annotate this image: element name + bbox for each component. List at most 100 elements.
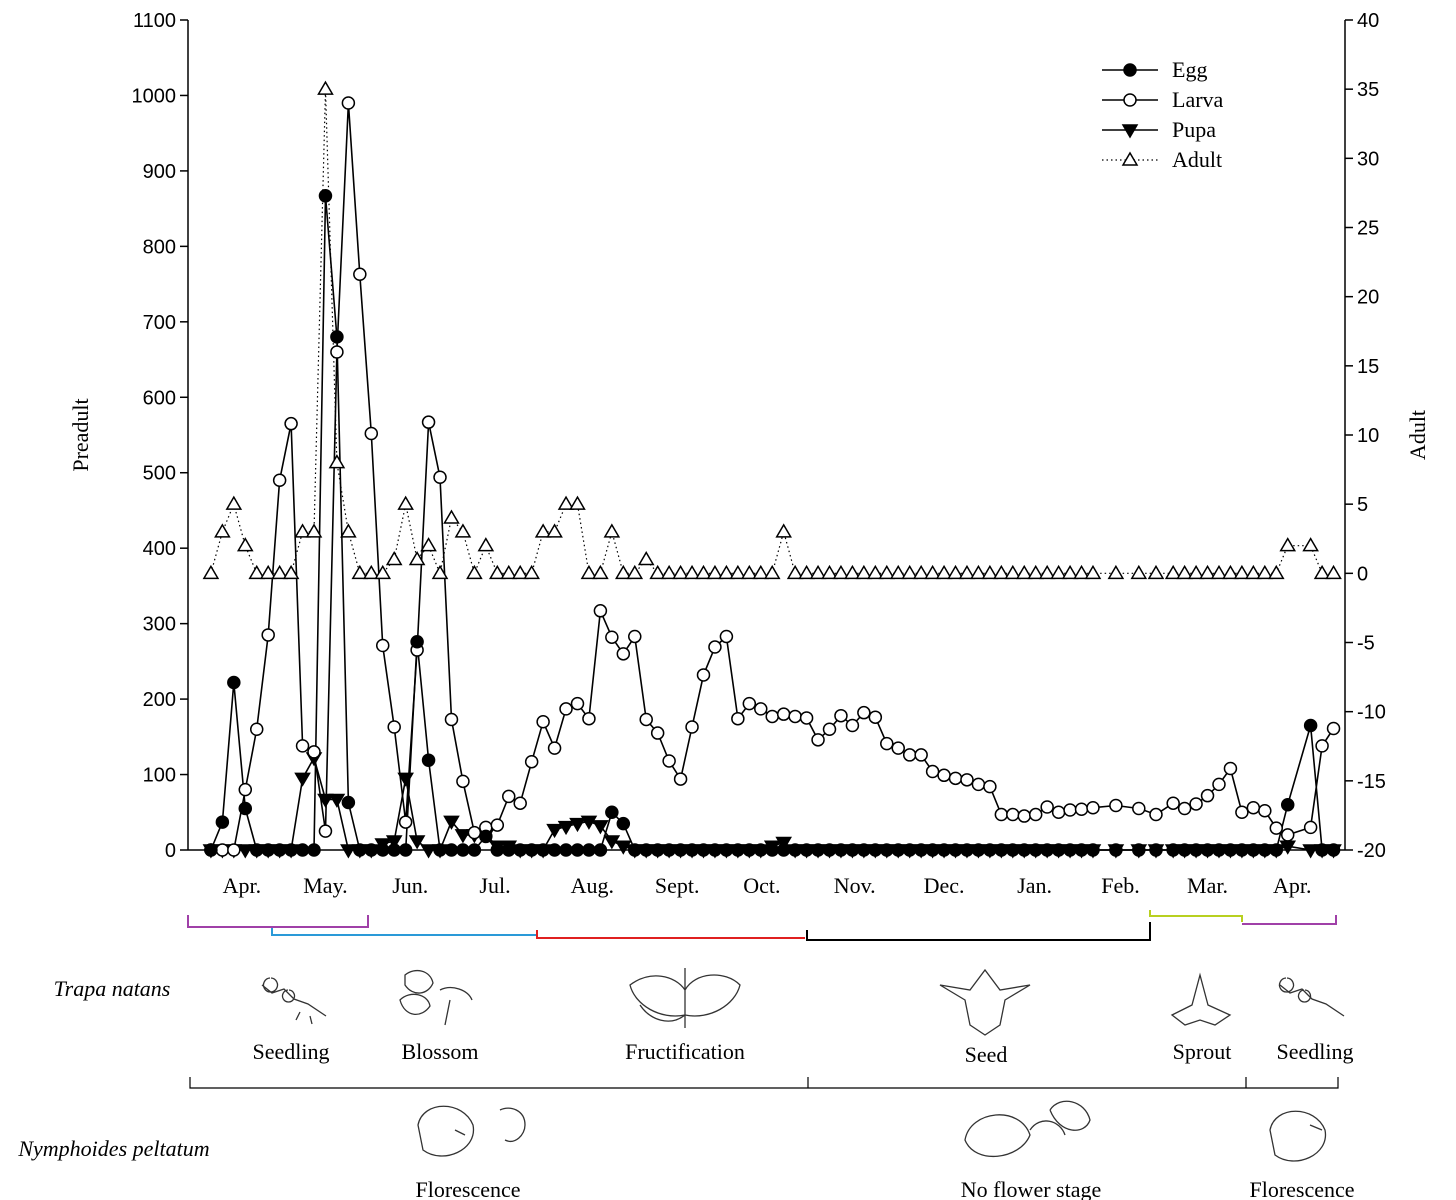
data-point (536, 843, 550, 857)
sketch-fructification (629, 968, 741, 1028)
sketch-sprout (1170, 972, 1232, 1026)
data-point (534, 523, 552, 538)
data-point (1313, 564, 1331, 580)
data-point (1210, 564, 1228, 580)
y2-tick-label: 5 (1357, 494, 1368, 516)
data-point (673, 772, 688, 786)
data-point (788, 709, 802, 724)
trapa-timeline (189, 1077, 1339, 1089)
sketch-no-flower (964, 1100, 1091, 1157)
data-point (433, 470, 447, 485)
stage-lines (189, 1077, 1339, 1089)
data-point (868, 843, 883, 857)
data-point (272, 473, 287, 488)
data-point (1038, 564, 1056, 580)
data-point (1235, 843, 1249, 857)
data-point (752, 564, 770, 580)
data-point (1051, 805, 1066, 820)
data-point (1267, 564, 1285, 580)
data-point (421, 753, 436, 767)
data-point (477, 537, 495, 552)
data-point (456, 843, 470, 857)
data-point (1303, 820, 1318, 835)
x-tick-label: Apr. (223, 873, 262, 898)
data-point (628, 629, 642, 644)
data-point (605, 805, 619, 820)
data-point (822, 843, 837, 857)
data-point (971, 843, 986, 857)
data-point (317, 80, 334, 95)
x-tick-label: May. (303, 873, 347, 898)
data-point (1223, 761, 1238, 776)
trapa-label: Trapa natans (54, 976, 171, 1001)
data-point (1074, 802, 1089, 817)
data-point (385, 551, 403, 566)
data-point (236, 844, 254, 859)
data-point (1132, 801, 1146, 816)
data-point (248, 564, 266, 580)
data-point (307, 745, 321, 759)
data-point (1246, 800, 1261, 815)
data-point (387, 843, 401, 857)
data-point (284, 416, 298, 431)
data-point (1063, 843, 1077, 857)
data-point (971, 777, 986, 792)
data-point (1212, 843, 1226, 857)
data-point (259, 564, 277, 580)
data-point (467, 843, 482, 857)
data-point (1006, 843, 1020, 857)
data-point (330, 330, 344, 344)
data-point (1017, 843, 1031, 857)
data-point (1017, 809, 1031, 823)
data-point (249, 843, 264, 857)
data-point (925, 843, 940, 857)
data-point (1245, 564, 1262, 580)
data-point (295, 739, 310, 753)
data-point (444, 712, 459, 727)
data-point (593, 843, 608, 857)
data-point (1028, 843, 1043, 857)
x-tick-label: Nov. (834, 873, 876, 898)
series-line (210, 102, 1335, 851)
data-point (845, 843, 860, 857)
x-tick-label: Jul. (479, 873, 510, 898)
data-point (1164, 564, 1182, 580)
data-point (282, 564, 300, 580)
data-point (776, 707, 791, 721)
data-point (1149, 843, 1163, 857)
data-point (1187, 564, 1205, 580)
sketch-seedling (261, 977, 327, 1025)
data-point (513, 796, 527, 810)
data-point (421, 415, 436, 429)
trapa-stage: Seedling (1277, 1039, 1354, 1064)
x-tick-label: Sept. (655, 873, 700, 898)
y-tick-label: 800 (143, 236, 176, 258)
data-point (696, 843, 711, 857)
data-point (649, 564, 666, 580)
data-point (318, 189, 333, 203)
data-point (603, 523, 621, 538)
x-tick-label: Dec. (924, 873, 965, 898)
data-point (889, 564, 907, 580)
data-point (731, 711, 745, 726)
data-point (1063, 803, 1077, 817)
data-point (1130, 564, 1148, 580)
data-point (204, 843, 218, 857)
data-point (1302, 844, 1319, 859)
data-point (1189, 843, 1203, 857)
data-point (637, 551, 655, 566)
data-point (284, 843, 298, 857)
nymphoides-label: Nymphoides peltatum (17, 1136, 209, 1161)
data-point (1326, 843, 1341, 857)
data-point (328, 454, 346, 469)
data-point (1280, 797, 1295, 812)
data-point (467, 825, 482, 840)
data-point (615, 564, 632, 580)
data-point (466, 564, 483, 580)
data-point (1325, 564, 1342, 580)
data-point (433, 843, 447, 857)
y-tick-label: 200 (143, 689, 176, 711)
data-point (695, 564, 712, 580)
data-point (605, 630, 619, 644)
